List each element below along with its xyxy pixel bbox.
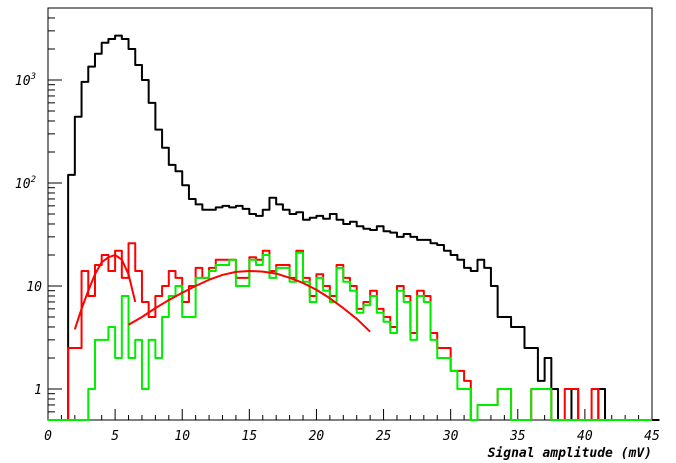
y-tick-label: 103 (15, 72, 36, 89)
x-tick-label: 20 (309, 429, 325, 444)
fit-curve-3 (73, 253, 137, 330)
x-tick-label: 30 (442, 429, 459, 444)
fit-curve-4 (128, 269, 371, 333)
histogram-series-0 (48, 34, 660, 421)
x-tick-label: 15 (242, 429, 258, 444)
x-tick-label: 25 (376, 429, 392, 444)
x-tick-label: 10 (174, 429, 190, 444)
x-tick-label: 5 (111, 429, 119, 444)
y-tick-label: 1 (34, 383, 42, 398)
y-tick-label: 102 (15, 175, 36, 192)
histogram-series-2 (48, 251, 652, 421)
y-tick-label: 10 (26, 280, 42, 295)
x-tick-label: 40 (577, 429, 593, 444)
x-tick-label: 35 (509, 429, 526, 444)
plot-frame (47, 7, 653, 421)
x-axis-title: Signal amplitude (mV) (488, 446, 652, 461)
x-tick-label: 0 (44, 429, 52, 444)
histogram-series-1 (48, 242, 652, 421)
x-tick-label: 45 (644, 429, 660, 444)
